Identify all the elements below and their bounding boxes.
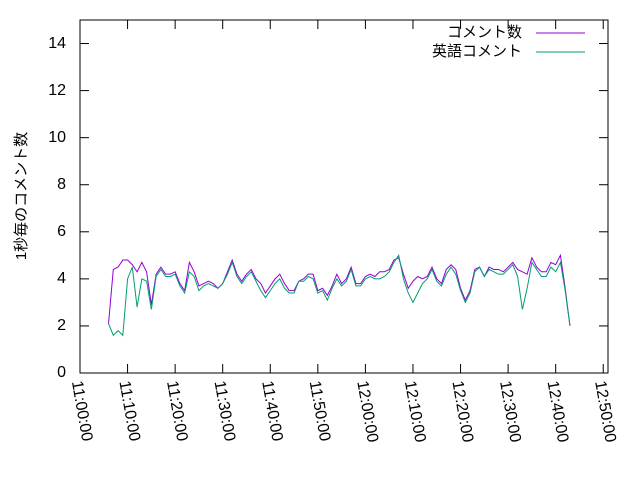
legend-label: 英語コメント: [432, 42, 522, 60]
x-tick-label: 11:50:00: [306, 379, 333, 442]
y-tick-label: 12: [48, 82, 66, 99]
y-tick-label: 2: [57, 317, 66, 334]
series-line: [108, 253, 571, 326]
y-tick-label: 8: [57, 176, 66, 193]
series-line: [108, 254, 571, 337]
x-tick-label: 12:30:00: [496, 379, 524, 443]
x-tick-label: 12:40:00: [544, 379, 572, 443]
y-tick-label: 4: [57, 270, 66, 287]
x-tick-label: 12:10:00: [401, 379, 429, 443]
x-tick-label: 12:00:00: [353, 379, 381, 443]
x-tick-label: 12:50:00: [591, 379, 619, 443]
y-tick-label: 10: [48, 129, 66, 146]
y-axis-label: 1秒毎のコメント数: [13, 132, 30, 260]
x-tick-label: 11:30:00: [211, 379, 238, 442]
x-tick-label: 12:20:00: [448, 379, 476, 443]
y-tick-label: 0: [57, 364, 66, 381]
x-tick-label: 11:20:00: [163, 379, 190, 442]
x-tick-label: 11:40:00: [258, 379, 285, 442]
x-tick-label: 11:00:00: [68, 379, 95, 442]
y-tick-label: 14: [48, 35, 66, 52]
plot-border: [79, 19, 609, 374]
legend-label: コメント数: [447, 24, 522, 41]
y-tick-label: 6: [57, 223, 66, 240]
x-tick-label: 11:10:00: [115, 379, 142, 442]
